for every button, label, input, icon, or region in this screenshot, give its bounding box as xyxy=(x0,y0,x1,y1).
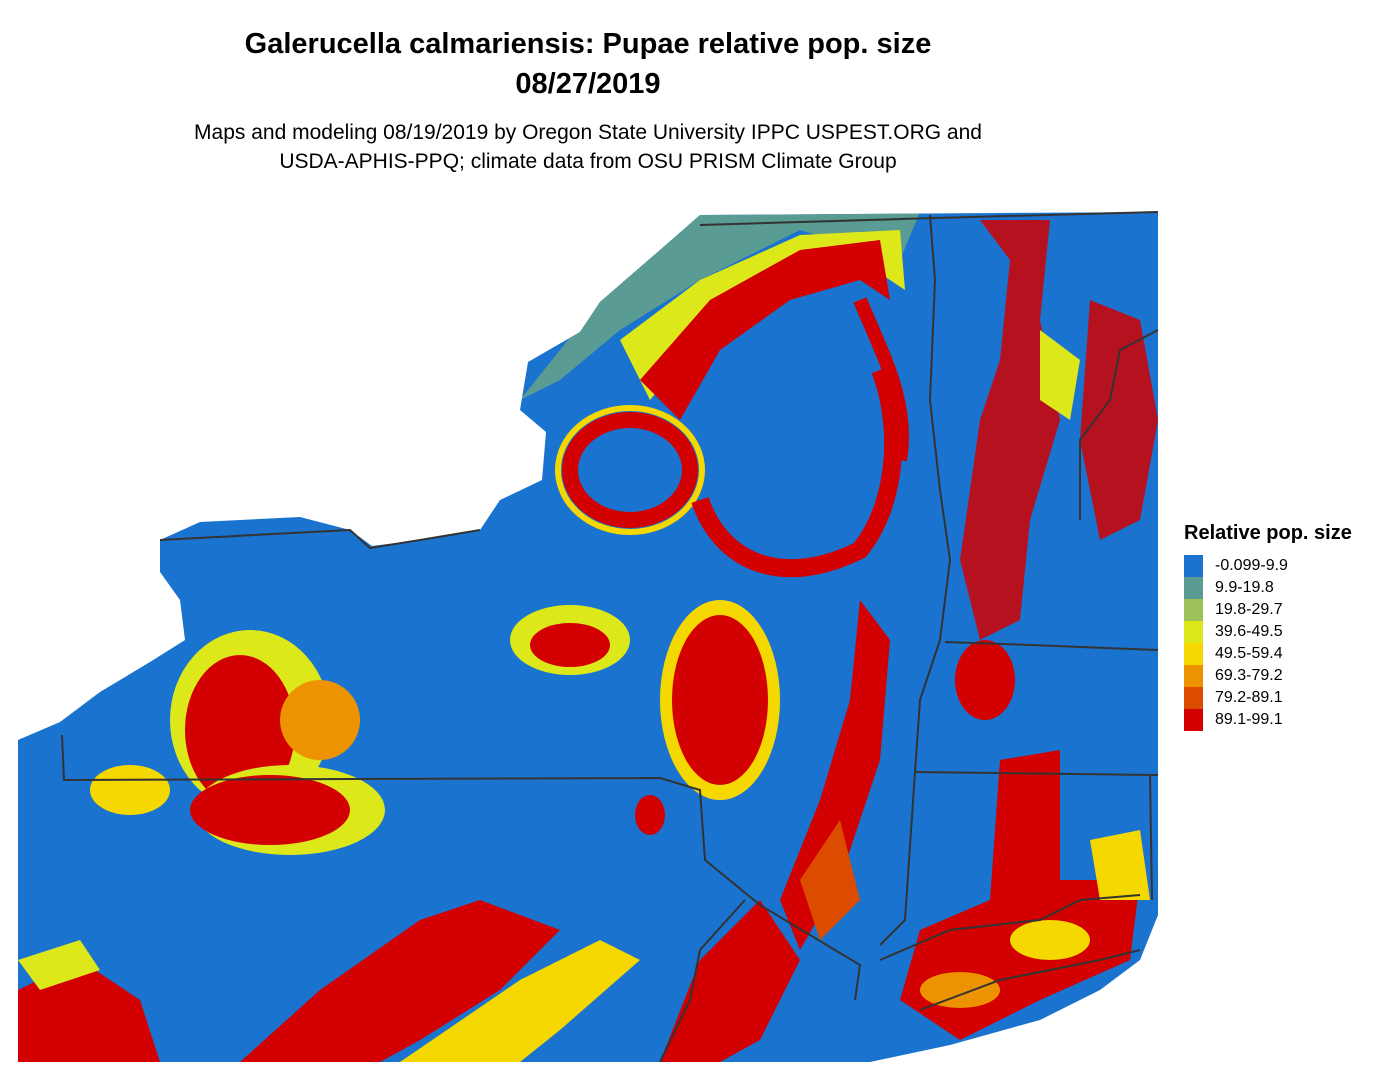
legend-swatch xyxy=(1184,599,1203,621)
legend-label: -0.099-9.9 xyxy=(1215,557,1288,574)
legend-label: 69.3-79.2 xyxy=(1215,667,1283,684)
legend-swatch xyxy=(1184,555,1203,577)
legend-swatch xyxy=(1184,621,1203,643)
legend-item: 69.3-79.2 xyxy=(1184,665,1352,687)
map-title: Galerucella calmariensis: Pupae relative… xyxy=(244,28,932,60)
legend-item: 9.9-19.8 xyxy=(1184,577,1352,599)
legend: Relative pop. size -0.099-9.9 9.9-19.8 19.… xyxy=(1184,522,1352,731)
subtitle-line1: Maps and modeling 08/19/2019 by Oregon S… xyxy=(194,121,982,144)
subtitle-line2: USDA-APHIS-PPQ; climate data from OSU PR… xyxy=(279,150,897,173)
legend-item: 19.8-29.7 xyxy=(1184,599,1352,621)
legend-item: -0.099-9.9 xyxy=(1184,555,1352,577)
legend-item: 49.5-59.4 xyxy=(1184,643,1352,665)
legend-swatch xyxy=(1184,577,1203,599)
legend-label: 89.1-99.1 xyxy=(1215,711,1283,728)
legend-swatch xyxy=(1184,687,1203,709)
legend-title: Relative pop. size xyxy=(1184,522,1352,544)
legend-item: 39.6-49.5 xyxy=(1184,621,1352,643)
legend-swatch xyxy=(1184,709,1203,731)
legend-swatch xyxy=(1184,665,1203,687)
state-borders xyxy=(61,211,1159,1063)
legend-label: 39.6-49.5 xyxy=(1215,623,1283,640)
legend-item: 89.1-99.1 xyxy=(1184,709,1352,731)
legend-label: 79.2-89.1 xyxy=(1215,689,1283,706)
legend-label: 49.5-59.4 xyxy=(1215,645,1283,662)
legend-item: 79.2-89.1 xyxy=(1184,687,1352,709)
legend-swatch xyxy=(1184,643,1203,665)
legend-label: 9.9-19.8 xyxy=(1215,579,1274,596)
map-date: 08/27/2019 xyxy=(515,68,661,100)
legend-label: 19.8-29.7 xyxy=(1215,601,1283,618)
